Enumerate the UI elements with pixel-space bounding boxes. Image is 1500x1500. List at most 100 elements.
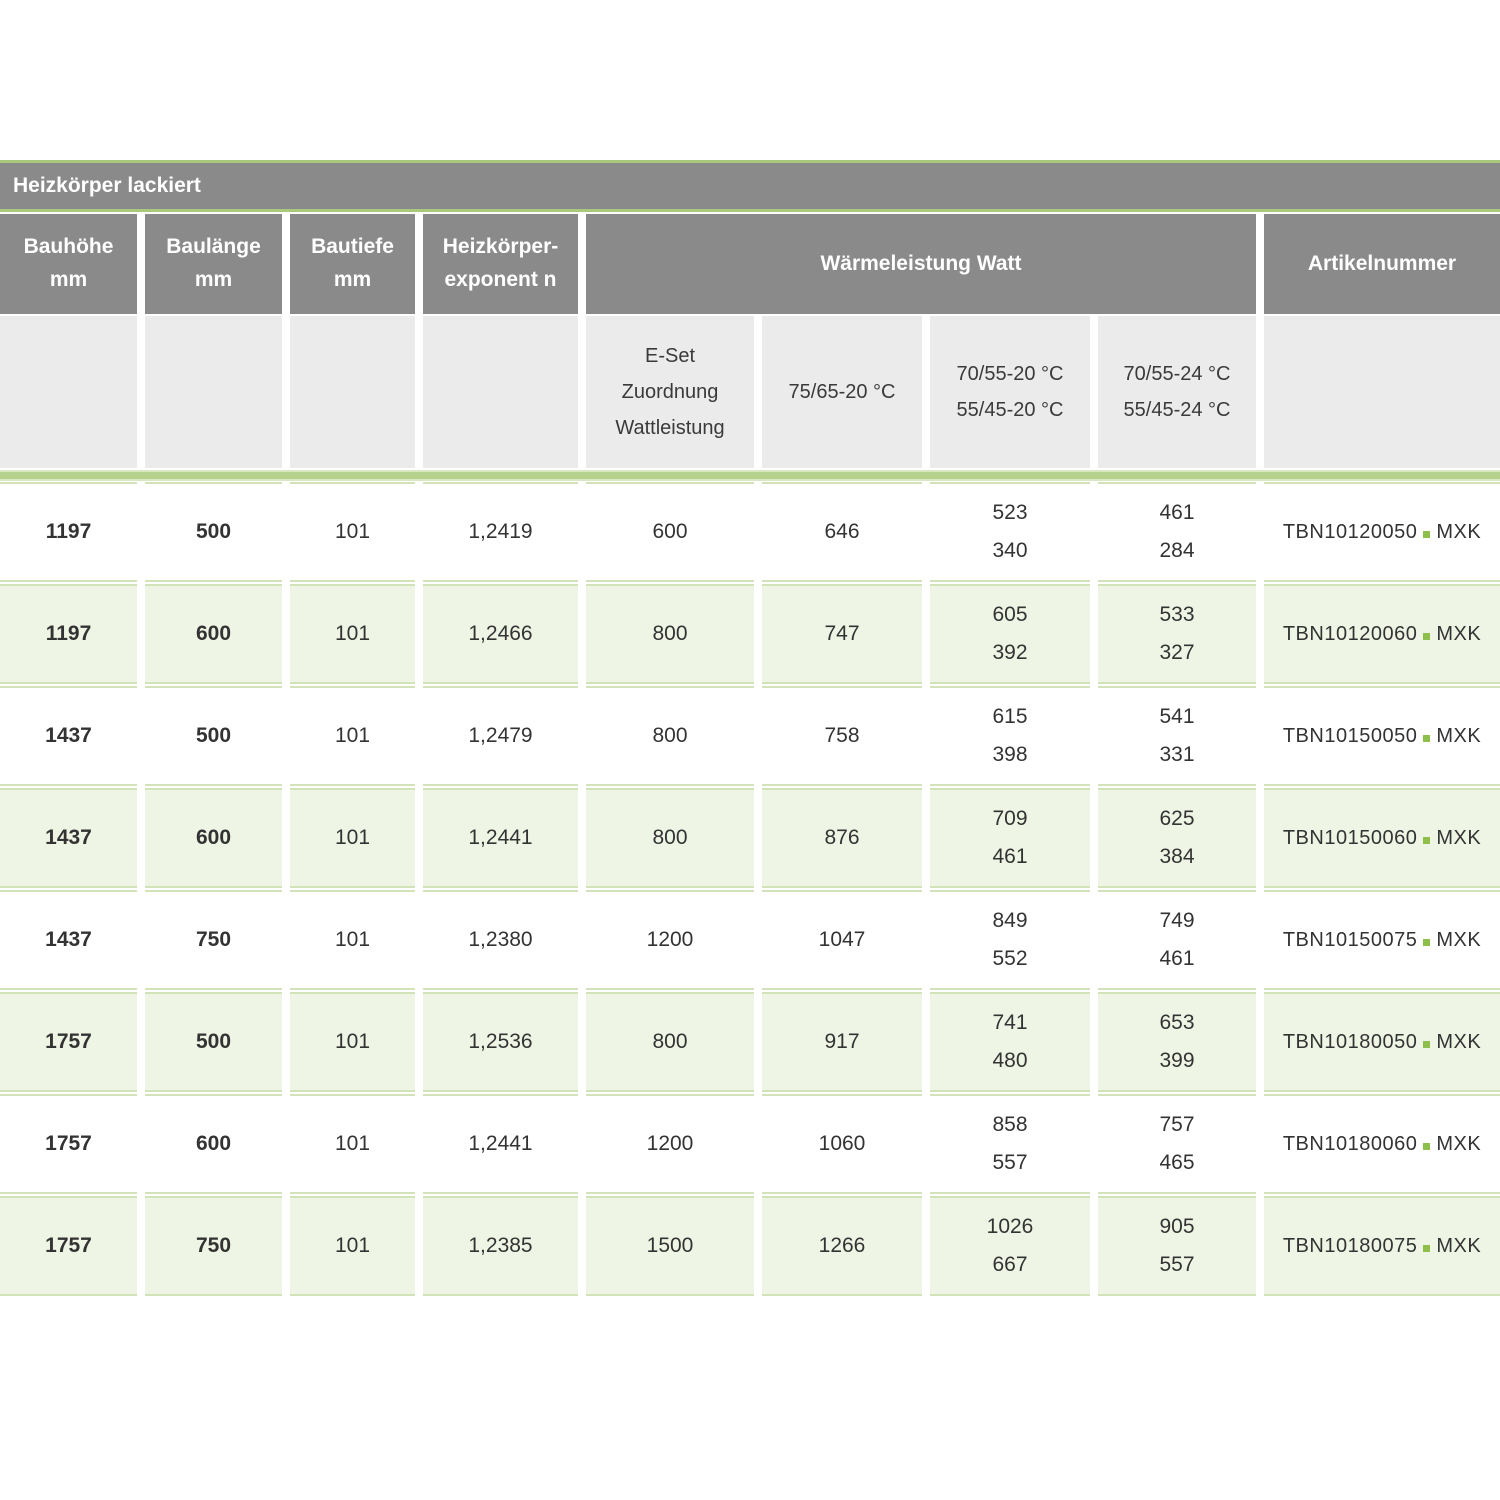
cell-watt-75-65-20: 646	[762, 482, 922, 582]
artikel-suffix: MXK	[1436, 1235, 1482, 1257]
table-title: Heizkörper lackiert	[0, 163, 1500, 209]
sub-header-empty-exponent	[423, 316, 578, 468]
cell-watt-75-65-20: 1047	[762, 890, 922, 990]
sub-header-70-55-20: 70/55-20 °C 55/45-20 °C	[930, 316, 1090, 468]
cell-artikelnummer: TBN10150060 MXK	[1264, 788, 1500, 888]
cell-exponent: 1,2441	[423, 788, 578, 888]
table-body: 1197 500 101 1,2419 600 646 523 340 461 …	[0, 482, 1500, 1296]
cell-bautiefe: 101	[290, 482, 415, 582]
artikelnummer-value: TBN10180075 MXK	[1283, 1228, 1481, 1264]
cell-baulaenge: 600	[145, 584, 282, 684]
sub-header-row: E-Set Zuordnung Wattleistung 75/65-20 °C…	[0, 316, 1500, 468]
table-row: 1757 500 101 1,2536 800 917 741 480 653 …	[0, 992, 1500, 1092]
cell-baulaenge: 500	[145, 992, 282, 1092]
cell-watt-70-55-20: 605 392	[930, 584, 1090, 684]
cell-watt-70-55-24: 905 557	[1098, 1196, 1256, 1296]
green-square-dot-icon	[1423, 939, 1431, 946]
spec-table-page: Heizkörper lackiert Bauhöhe mm Baulänge …	[0, 160, 1500, 1296]
artikel-suffix: MXK	[1436, 1031, 1482, 1053]
cell-bauhoehe: 1757	[0, 992, 137, 1092]
sub-header-75-65-20: 75/65-20 °C	[762, 316, 922, 468]
cell-eset-wattleistung: 800	[586, 584, 754, 684]
cell-watt-75-65-20: 1266	[762, 1196, 922, 1296]
cell-baulaenge: 500	[145, 686, 282, 786]
cell-watt-70-55-20: 1026 667	[930, 1196, 1090, 1296]
green-square-dot-icon	[1423, 735, 1431, 742]
cell-eset-wattleistung: 1500	[586, 1196, 754, 1296]
cell-bautiefe: 101	[290, 788, 415, 888]
cell-watt-75-65-20: 1060	[762, 1094, 922, 1194]
cell-watt-70-55-24: 533 327	[1098, 584, 1256, 684]
table-row: 1757 600 101 1,2441 1200 1060 858 557 75…	[0, 1094, 1500, 1194]
artikel-code: TBN10150060	[1282, 827, 1418, 849]
artikelnummer-value: TBN10150050 MXK	[1283, 718, 1481, 754]
cell-watt-70-55-24: 461 284	[1098, 482, 1256, 582]
col-header-baulaenge: Baulänge mm	[145, 214, 282, 314]
artikel-code: TBN10150075	[1282, 929, 1418, 951]
cell-watt-70-55-20: 849 552	[930, 890, 1090, 990]
green-square-dot-icon	[1423, 531, 1431, 538]
header-body-divider	[0, 470, 1500, 481]
cell-watt-70-55-20: 523 340	[930, 482, 1090, 582]
cell-bauhoehe: 1757	[0, 1196, 137, 1296]
cell-eset-wattleistung: 600	[586, 482, 754, 582]
cell-artikelnummer: TBN10150075 MXK	[1264, 890, 1500, 990]
cell-bautiefe: 101	[290, 584, 415, 684]
table-row: 1197 500 101 1,2419 600 646 523 340 461 …	[0, 482, 1500, 582]
cell-eset-wattleistung: 1200	[586, 890, 754, 990]
cell-baulaenge: 750	[145, 1196, 282, 1296]
cell-eset-wattleistung: 1200	[586, 1094, 754, 1194]
cell-watt-75-65-20: 876	[762, 788, 922, 888]
artikel-suffix: MXK	[1436, 623, 1482, 645]
sub-header-empty-artikelnummer	[1264, 316, 1500, 468]
cell-watt-70-55-24: 625 384	[1098, 788, 1256, 888]
cell-eset-wattleistung: 800	[586, 992, 754, 1092]
cell-bauhoehe: 1437	[0, 686, 137, 786]
cell-artikelnummer: TBN10120060 MXK	[1264, 584, 1500, 684]
cell-exponent: 1,2441	[423, 1094, 578, 1194]
artikel-code: TBN10120060	[1282, 623, 1418, 645]
cell-watt-70-55-20: 615 398	[930, 686, 1090, 786]
artikel-suffix: MXK	[1436, 521, 1482, 543]
artikelnummer-value: TBN10150075 MXK	[1283, 922, 1481, 958]
cell-bauhoehe: 1757	[0, 1094, 137, 1194]
green-square-dot-icon	[1423, 1041, 1431, 1048]
artikel-code: TBN10120050	[1282, 521, 1418, 543]
artikel-suffix: MXK	[1436, 725, 1482, 747]
sub-header-empty-bautiefe	[290, 316, 415, 468]
table-row: 1757 750 101 1,2385 1500 1266 1026 667 9…	[0, 1196, 1500, 1296]
cell-exponent: 1,2380	[423, 890, 578, 990]
cell-artikelnummer: TBN10150050 MXK	[1264, 686, 1500, 786]
sub-header-empty-baulaenge	[145, 316, 282, 468]
cell-bauhoehe: 1437	[0, 788, 137, 888]
cell-exponent: 1,2479	[423, 686, 578, 786]
cell-exponent: 1,2536	[423, 992, 578, 1092]
col-header-bauhoehe: Bauhöhe mm	[0, 214, 137, 314]
col-header-bautiefe: Bautiefe mm	[290, 214, 415, 314]
artikel-code: TBN10180060	[1282, 1133, 1418, 1155]
cell-bautiefe: 101	[290, 686, 415, 786]
col-header-waermeleistung: Wärmeleistung Watt	[586, 214, 1256, 314]
cell-bauhoehe: 1197	[0, 584, 137, 684]
cell-bautiefe: 101	[290, 1094, 415, 1194]
artikel-suffix: MXK	[1436, 1133, 1482, 1155]
artikelnummer-value: TBN10180060 MXK	[1283, 1126, 1481, 1162]
artikelnummer-value: TBN10180050 MXK	[1283, 1024, 1481, 1060]
cell-watt-75-65-20: 747	[762, 584, 922, 684]
cell-watt-70-55-20: 709 461	[930, 788, 1090, 888]
artikel-suffix: MXK	[1436, 827, 1482, 849]
cell-bauhoehe: 1437	[0, 890, 137, 990]
cell-baulaenge: 600	[145, 788, 282, 888]
cell-eset-wattleistung: 800	[586, 788, 754, 888]
artikelnummer-value: TBN10120050 MXK	[1283, 514, 1481, 550]
cell-eset-wattleistung: 800	[586, 686, 754, 786]
cell-artikelnummer: TBN10180050 MXK	[1264, 992, 1500, 1092]
sub-header-eset: E-Set Zuordnung Wattleistung	[586, 316, 754, 468]
cell-watt-70-55-20: 858 557	[930, 1094, 1090, 1194]
cell-watt-75-65-20: 758	[762, 686, 922, 786]
cell-bautiefe: 101	[290, 890, 415, 990]
cell-watt-70-55-24: 653 399	[1098, 992, 1256, 1092]
table-row: 1437 600 101 1,2441 800 876 709 461 625 …	[0, 788, 1500, 888]
green-square-dot-icon	[1423, 633, 1431, 640]
cell-artikelnummer: TBN10180060 MXK	[1264, 1094, 1500, 1194]
